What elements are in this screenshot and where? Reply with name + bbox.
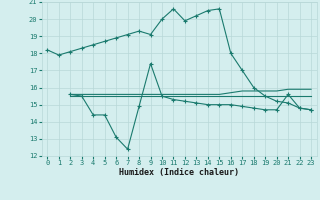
X-axis label: Humidex (Indice chaleur): Humidex (Indice chaleur) (119, 168, 239, 177)
